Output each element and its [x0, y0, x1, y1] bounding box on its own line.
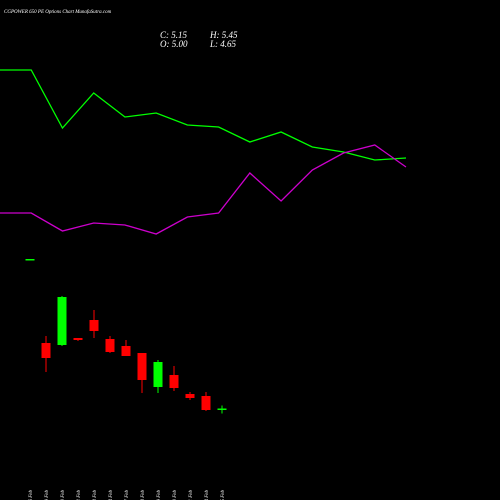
- high-label: H: 5.45: [209, 30, 238, 40]
- candle-body: [217, 408, 227, 410]
- candle-body: [57, 297, 67, 345]
- x-tick-label: 10 Feb: [61, 490, 66, 500]
- x-tick-label: 17 Feb: [125, 490, 130, 500]
- close-label: C: 5.15: [160, 30, 188, 40]
- candle-body: [25, 259, 35, 261]
- indicator-line: [0, 144, 407, 235]
- open-label: O: 5.00: [160, 39, 188, 49]
- x-tick-label: 13 Feb: [93, 490, 98, 500]
- x-tick-label: 06 Feb: [29, 490, 34, 500]
- candle-body: [137, 353, 147, 380]
- candle-body: [201, 396, 211, 410]
- x-tick-label: 18 Feb: [141, 490, 146, 500]
- candle-body: [153, 362, 163, 387]
- x-tick-label: 25 Feb: [221, 490, 226, 500]
- x-tick-label: 19 Feb: [157, 490, 162, 500]
- chart-title: CGPOWER 650 PE Options Chart MunafaSutra…: [4, 10, 112, 15]
- x-tick-label: 20 Feb: [173, 490, 178, 500]
- candle-body: [169, 375, 179, 388]
- x-tick-label: 24 Feb: [205, 490, 210, 500]
- x-tick-label: 09 Feb: [45, 490, 50, 500]
- x-tick-label: 14 Feb: [109, 490, 114, 500]
- x-tick-label: 21 Feb: [189, 490, 194, 500]
- low-label: L: 4.65: [209, 39, 237, 49]
- candle-body: [185, 394, 195, 398]
- candle-body: [121, 346, 131, 356]
- candle-body: [89, 320, 99, 331]
- x-tick-label: 12 Feb: [77, 490, 82, 500]
- candle-body: [41, 343, 51, 358]
- indicator-line: [0, 69, 407, 161]
- candle-body: [73, 338, 83, 340]
- candle-body: [105, 339, 115, 352]
